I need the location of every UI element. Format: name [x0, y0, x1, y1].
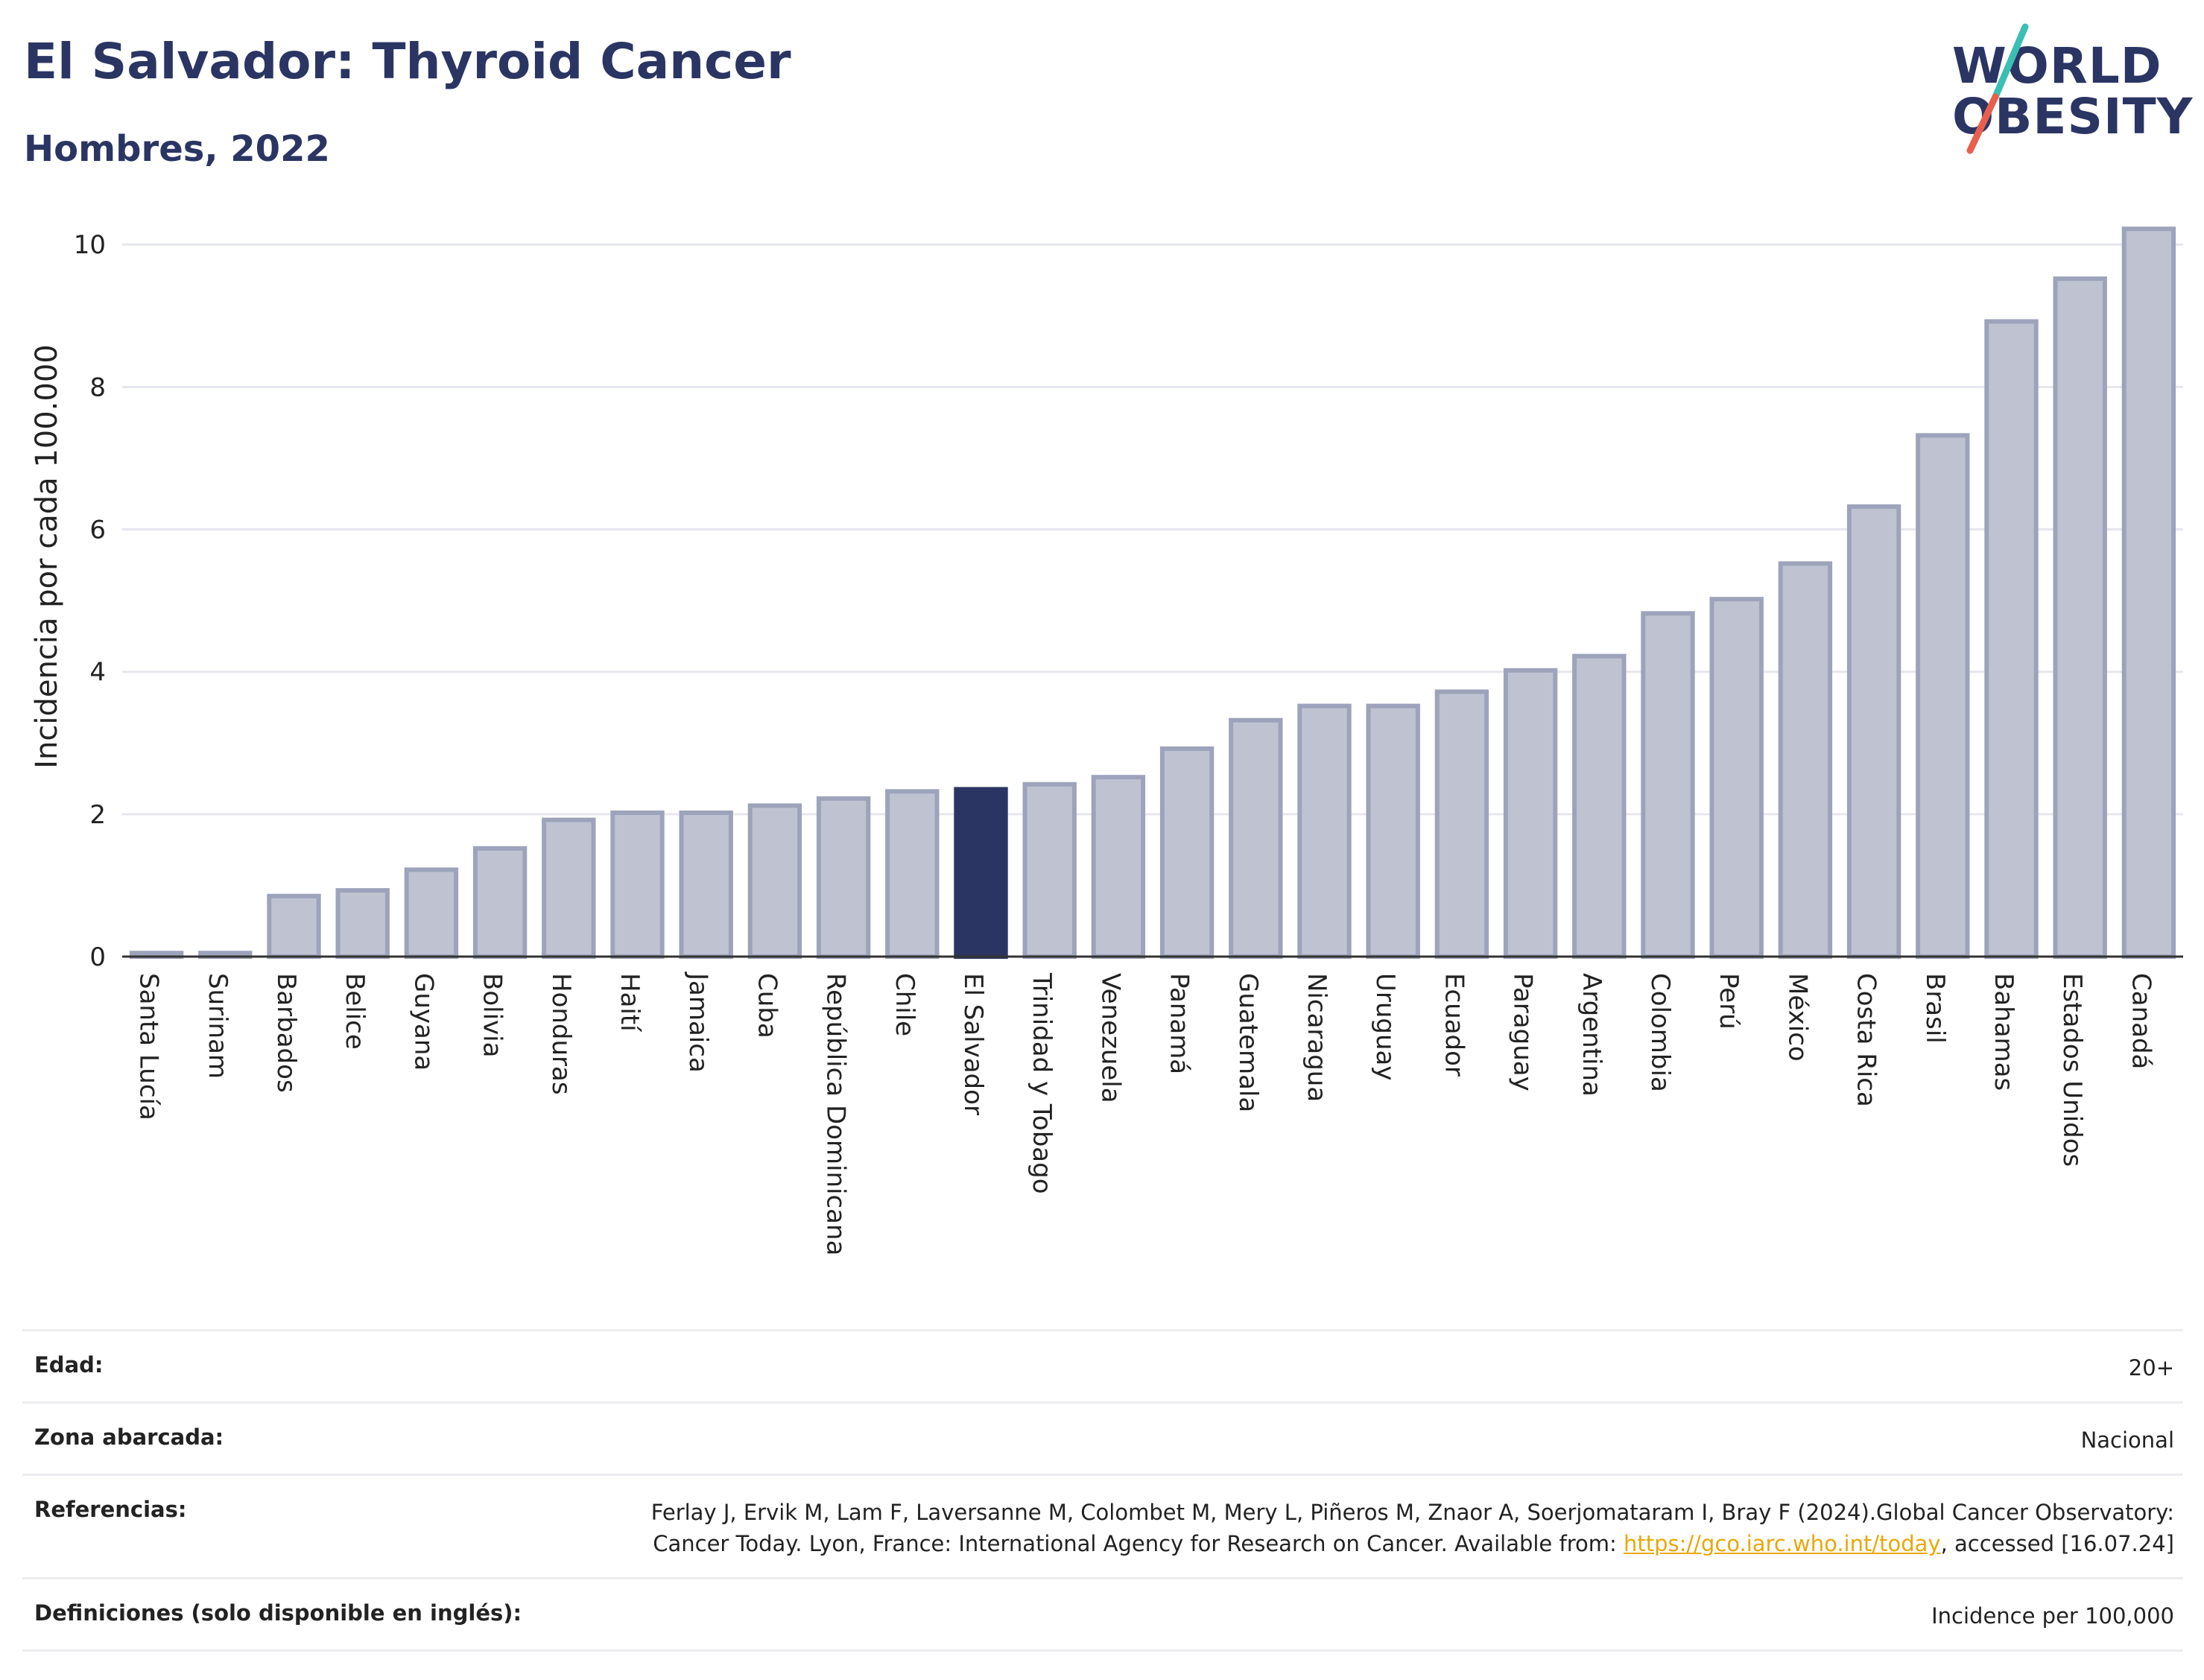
bar-jamaica[interactable]	[679, 810, 733, 959]
bar-estados-unidos[interactable]	[2053, 276, 2107, 960]
page-subtitle: Hombres, 2022	[24, 128, 330, 170]
x-tick-label: Guyana	[408, 973, 438, 1071]
bar-chart: 0 2 4 6 8 10 Santa Lucía Surinam Barbados Belice…	[30, 226, 2183, 1255]
x-tick-label: Belice	[340, 973, 370, 1050]
x-tick-label: Bahamas	[1989, 973, 2018, 1091]
references-link[interactable]: https://gco.iarc.who.int/today	[1623, 1531, 1941, 1557]
x-tick-label: Guatemala	[1233, 973, 1263, 1112]
bar-panamá[interactable]	[1159, 746, 1215, 960]
bar-canadá[interactable]	[2121, 226, 2176, 959]
x-tick-label: Costa Rica	[1852, 973, 1881, 1107]
x-tick-label: Uruguay	[1370, 973, 1400, 1081]
references-accessed: , accessed [16.07.24]	[1940, 1531, 2174, 1557]
meta-row-age: Edad: 20+	[22, 1329, 2183, 1401]
page-title: El Salvador: Thyroid Cancer	[24, 33, 791, 90]
bar-chile[interactable]	[885, 789, 940, 960]
x-tick-label: Paraguay	[1508, 973, 1538, 1091]
bars	[129, 226, 2176, 960]
x-tick-label: Bolivia	[478, 973, 507, 1057]
gridlines	[122, 243, 2183, 816]
age-value: 20+	[2128, 1355, 2174, 1381]
x-tick-label: Panamá	[1165, 973, 1194, 1074]
bar-bahamas[interactable]	[1984, 319, 2039, 959]
references-label: Referencias:	[34, 1497, 187, 1523]
bar-guatemala[interactable]	[1229, 717, 1283, 960]
bar-barbados[interactable]	[267, 893, 321, 960]
bar-bolivia[interactable]	[472, 846, 528, 959]
x-tick-label: Brasil	[1920, 973, 1950, 1044]
definitions-label: Definiciones (solo disponible en inglés)…	[34, 1600, 522, 1626]
bar-brasil[interactable]	[1916, 433, 1970, 959]
y-tick-label: 8	[89, 373, 106, 402]
area-label: Zona abarcada:	[34, 1424, 224, 1451]
x-tick-label: Santa Lucía	[134, 973, 164, 1120]
references-value: Ferlay J, Ervik M, Lam F, Laversanne M, …	[624, 1497, 2174, 1559]
logo-line-1: WORLD	[1952, 37, 2162, 95]
bar-paraguay[interactable]	[1503, 668, 1558, 959]
definitions-value: Incidence per 100,000	[1931, 1603, 2174, 1629]
y-tick-label: 4	[89, 658, 106, 688]
y-tick-label: 2	[89, 800, 106, 830]
bar-costa-rica[interactable]	[1846, 504, 1901, 959]
y-tick-label: 0	[89, 942, 106, 972]
x-tick-label: Jamaica	[683, 971, 713, 1073]
meta-row-references: Referencias: Ferlay J, Ervik M, Lam F, L…	[22, 1474, 2183, 1577]
bar-cuba[interactable]	[747, 803, 802, 960]
bar-ecuador[interactable]	[1434, 689, 1489, 959]
bar-nicaragua[interactable]	[1297, 703, 1352, 959]
bar-honduras[interactable]	[542, 817, 596, 959]
x-tick-label: Canadá	[2126, 973, 2156, 1069]
x-tick-label: Venezuela	[1095, 973, 1125, 1103]
x-tick-label: Trinidad y Tobago	[1027, 972, 1057, 1194]
bar-belice[interactable]	[335, 888, 390, 959]
x-tick-label: Cuba	[752, 973, 782, 1039]
x-tick-label: Haití	[615, 973, 645, 1033]
x-tick-label: Honduras	[546, 973, 576, 1095]
x-tick-label: Surinam	[203, 973, 232, 1079]
bar-uruguay[interactable]	[1366, 703, 1420, 959]
bar-perú[interactable]	[1709, 597, 1764, 959]
y-tick-label: 6	[89, 516, 106, 545]
x-tick-label: Colombia	[1645, 973, 1675, 1092]
x-tick-label: Perú	[1714, 973, 1744, 1030]
age-label: Edad:	[34, 1352, 104, 1378]
logo-slash-icon	[1966, 23, 2029, 154]
meta-row-area: Zona abarcada: Nacional	[22, 1401, 2183, 1474]
y-tick-label: 10	[74, 230, 106, 260]
bar-haití[interactable]	[610, 810, 665, 959]
x-tick-label: República Dominicana	[821, 973, 851, 1255]
x-tick-label: México	[1782, 973, 1812, 1062]
world-obesity-logo: WORLD OBESITY	[1937, 22, 2192, 156]
bar-argentina[interactable]	[1572, 653, 1627, 960]
metadata-table: Edad: 20+ Zona abarcada: Nacional Refere…	[22, 1329, 2183, 1652]
bar-venezuela[interactable]	[1091, 775, 1146, 959]
x-tick-label: Argentina	[1577, 973, 1606, 1097]
x-tick-label: Nicaragua	[1302, 973, 1331, 1102]
bar-trinidad-y-tobago[interactable]	[1022, 782, 1077, 960]
x-tick-label: El Salvador	[958, 973, 988, 1115]
area-value: Nacional	[2080, 1427, 2174, 1454]
meta-row-definitions: Definiciones (solo disponible en inglés)…	[22, 1577, 2183, 1652]
x-tick-label: Estados Unidos	[2057, 973, 2087, 1167]
bar-república-dominicana[interactable]	[816, 796, 871, 959]
x-axis-labels: Santa Lucía Surinam Barbados Belice Guyana Bo…	[134, 971, 2156, 1255]
x-tick-label: Barbados	[271, 973, 301, 1093]
x-tick-label: Ecuador	[1439, 973, 1469, 1077]
references-text: Ferlay J, Ervik M, Lam F, Laversanne M, …	[650, 1500, 2174, 1557]
x-tick-label: Chile	[890, 973, 919, 1036]
bar-colombia[interactable]	[1641, 611, 1695, 959]
bar-méxico[interactable]	[1778, 561, 1833, 959]
bar-el-salvador[interactable]	[954, 787, 1008, 960]
y-axis-title: Incidencia por cada 100.000	[30, 344, 64, 769]
y-axis-ticks: 0 2 4 6 8 10	[74, 230, 106, 972]
bar-guyana[interactable]	[404, 867, 459, 959]
